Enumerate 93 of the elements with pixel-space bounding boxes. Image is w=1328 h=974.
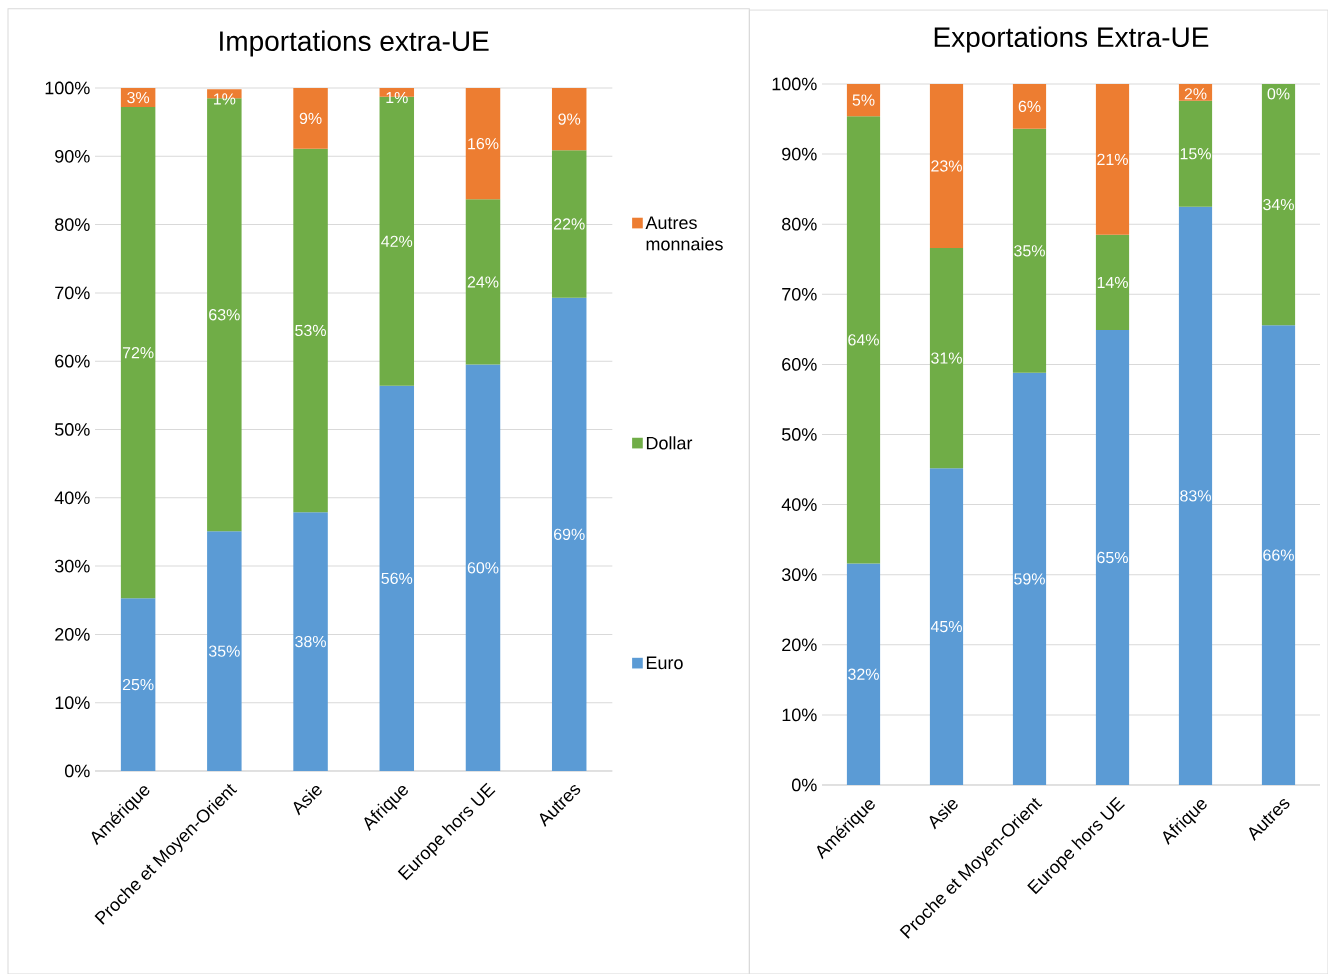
- bar: [1095, 234, 1130, 331]
- bar: [846, 83, 881, 117]
- y-tick-label: 20%: [55, 628, 90, 641]
- chart-title: Importations extra-UE: [220, 30, 489, 57]
- x-tick-label: Asie: [929, 799, 958, 830]
- data-label: 38%: [295, 635, 326, 648]
- data-label: 45%: [930, 620, 962, 633]
- y-tick-label: 100%: [45, 81, 90, 95]
- data-label: 69%: [554, 528, 585, 540]
- legend-label: Autres monnaies: [645, 216, 723, 251]
- bar: [1012, 128, 1047, 373]
- bar: [379, 385, 415, 771]
- y-tick-label: 50%: [781, 428, 817, 441]
- bar: [293, 87, 328, 149]
- data-label: 60%: [467, 562, 499, 574]
- data-label: 35%: [1014, 245, 1045, 257]
- y-tick-label: 20%: [782, 638, 817, 652]
- data-label: 25%: [122, 678, 154, 691]
- data-label: 35%: [208, 645, 240, 657]
- data-label: 83%: [1180, 490, 1211, 502]
- data-label: 16%: [468, 137, 499, 150]
- y-tick-label: 0%: [64, 764, 90, 778]
- y-tick-label: 10%: [55, 696, 90, 710]
- bar: [293, 148, 328, 513]
- y-tick-label: 90%: [55, 149, 90, 163]
- data-label: 31%: [931, 352, 962, 364]
- bar: [465, 364, 501, 771]
- y-tick-label: 100%: [772, 77, 817, 91]
- data-label: 56%: [381, 572, 413, 585]
- legend-label: Euro: [646, 656, 683, 670]
- bar: [465, 87, 501, 200]
- data-label: 6%: [1018, 100, 1041, 113]
- data-label: 63%: [209, 309, 240, 321]
- bar: [1261, 83, 1296, 326]
- data-label: 66%: [1263, 549, 1294, 561]
- y-tick-label: 30%: [781, 568, 817, 582]
- bar: [1095, 330, 1130, 785]
- bar: [120, 107, 156, 599]
- bar: [846, 116, 881, 564]
- bar: [120, 598, 156, 771]
- y-tick-label: 60%: [782, 358, 817, 371]
- y-tick-label: 30%: [54, 559, 90, 573]
- y-tick-label: 50%: [54, 423, 90, 436]
- chart-title: Exportations Extra-UE: [934, 26, 1209, 53]
- bar: [1095, 83, 1130, 235]
- data-label: 24%: [467, 276, 499, 288]
- data-label: 1%: [213, 93, 236, 105]
- bar: [1178, 206, 1213, 785]
- data-label: 65%: [1097, 551, 1128, 564]
- data-label: 59%: [1014, 573, 1045, 585]
- bar: [293, 512, 328, 771]
- data-label: 64%: [848, 334, 879, 346]
- bar: [846, 563, 881, 785]
- data-label: 72%: [122, 347, 154, 359]
- data-label: 23%: [931, 160, 962, 172]
- bar: [929, 248, 964, 469]
- data-label: 53%: [295, 324, 326, 337]
- y-tick-label: 70%: [782, 287, 817, 301]
- y-tick-label: 0%: [791, 778, 817, 792]
- bar: [551, 87, 587, 151]
- data-label: 34%: [1263, 198, 1294, 211]
- y-tick-label: 80%: [782, 217, 817, 231]
- data-label: 0%: [1267, 88, 1290, 100]
- bar: [929, 468, 964, 785]
- y-tick-label: 10%: [782, 708, 817, 722]
- bar: [551, 297, 587, 771]
- y-tick-label: 80%: [55, 218, 90, 231]
- bar: [551, 150, 587, 298]
- bar: [1012, 372, 1047, 785]
- data-label: 9%: [558, 113, 581, 125]
- bar: [465, 199, 501, 365]
- data-label: 5%: [852, 94, 875, 106]
- data-label: 42%: [381, 235, 413, 247]
- data-label: 21%: [1097, 153, 1128, 165]
- y-tick-label: 70%: [55, 286, 90, 300]
- data-label: 2%: [1184, 88, 1207, 100]
- data-label: 3%: [127, 91, 150, 104]
- data-label: 14%: [1097, 276, 1128, 288]
- data-label: 15%: [1180, 148, 1211, 160]
- bar: [1261, 325, 1296, 785]
- data-label: 32%: [848, 668, 879, 680]
- y-tick-label: 90%: [782, 147, 817, 161]
- data-label: 22%: [554, 218, 585, 230]
- bar: [929, 83, 964, 249]
- bar: [1012, 83, 1047, 129]
- y-tick-label: 40%: [54, 491, 90, 505]
- bar: [1178, 100, 1213, 207]
- legend-label: Dollar: [646, 436, 693, 450]
- bar: [207, 531, 242, 771]
- data-label: 9%: [299, 112, 322, 125]
- y-tick-label: 60%: [55, 354, 90, 368]
- x-tick-label: Asie: [293, 785, 322, 816]
- y-tick-label: 40%: [781, 498, 817, 511]
